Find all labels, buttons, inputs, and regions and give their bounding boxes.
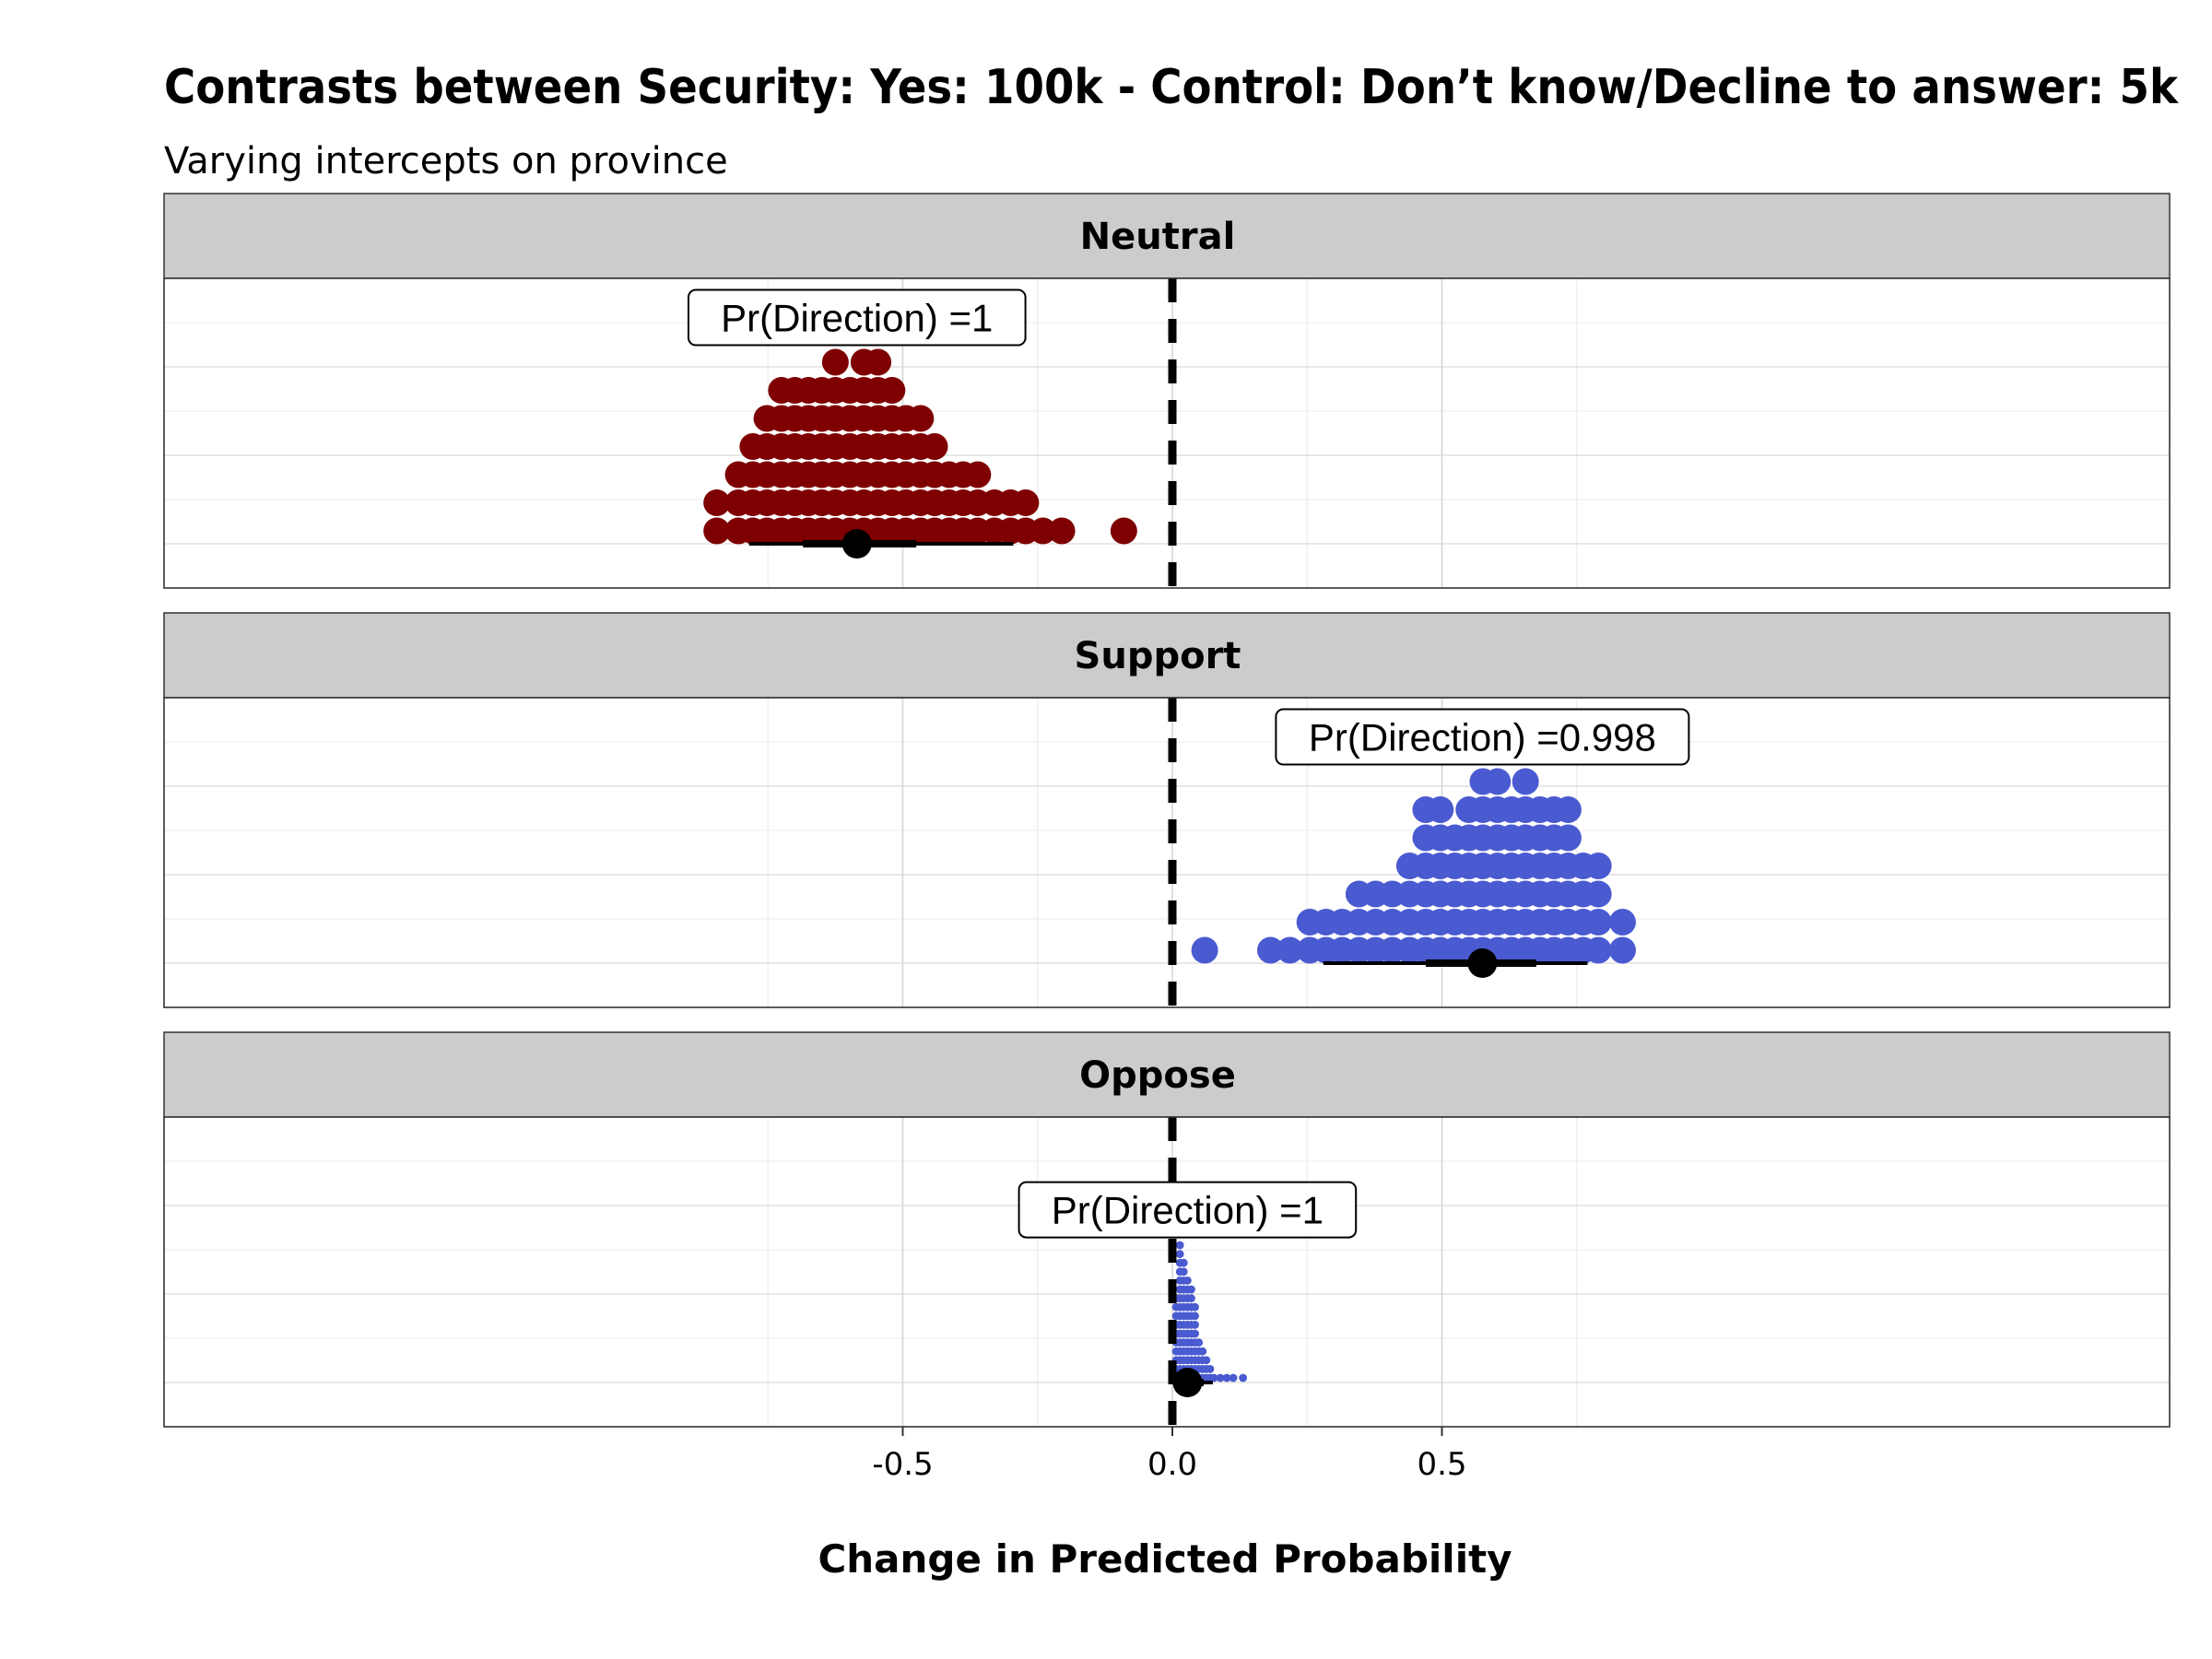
pr-direction-label: Pr(Direction) =1 bbox=[721, 297, 993, 340]
dot-mark bbox=[703, 489, 731, 516]
pr-direction-label-box bbox=[687, 288, 1027, 347]
dot-mark bbox=[703, 517, 731, 545]
dot-mark bbox=[1191, 1312, 1199, 1321]
dot-mark bbox=[907, 405, 935, 432]
median-point bbox=[1467, 948, 1498, 978]
dot-mark bbox=[1191, 1302, 1199, 1312]
dot-mark bbox=[1182, 1277, 1192, 1285]
dot-mark bbox=[1222, 1373, 1231, 1382]
facet-strip-label: Neutral bbox=[1080, 216, 1236, 258]
facet-strip-label: Support bbox=[1075, 635, 1241, 677]
dot-mark bbox=[1427, 796, 1454, 823]
dot-mark bbox=[1110, 517, 1137, 545]
facet-panels: Neutral Pr(Direction) =1 Support Pr(Directi… bbox=[163, 193, 2171, 1428]
panel-border bbox=[163, 277, 2171, 589]
facet-strip bbox=[163, 1031, 2171, 1118]
median-point bbox=[841, 529, 872, 559]
dot-mark bbox=[1209, 1373, 1218, 1382]
dot-mark bbox=[1187, 1285, 1195, 1294]
dot-mark bbox=[1012, 489, 1040, 516]
dot-mark bbox=[1584, 936, 1612, 964]
pr-direction-label: Pr(Direction) =0.998 bbox=[1309, 716, 1656, 759]
median-point bbox=[1172, 1368, 1203, 1397]
facet-oppose: Oppose Pr(Direction) =1 bbox=[163, 1031, 2171, 1428]
dot-mark bbox=[1206, 1365, 1215, 1373]
dot-mark bbox=[1187, 1294, 1195, 1302]
x-tick-label: 0.0 bbox=[1147, 1446, 1197, 1483]
dot-mark bbox=[1608, 909, 1636, 935]
dot-mark bbox=[865, 348, 892, 376]
facet-neutral: Neutral Pr(Direction) =1 bbox=[163, 193, 2171, 589]
pr-direction-label-box bbox=[1275, 708, 1690, 766]
dot-mark bbox=[1175, 1250, 1184, 1258]
facet-strip-label: Oppose bbox=[1079, 1054, 1236, 1097]
dot-mark bbox=[1030, 517, 1057, 545]
panel-background bbox=[164, 698, 2170, 1007]
panel-background bbox=[164, 1117, 2170, 1427]
dot-mark bbox=[1191, 1329, 1199, 1338]
dot-mark bbox=[1239, 1373, 1248, 1382]
dot-mark bbox=[1198, 1347, 1207, 1356]
x-axis: -0.5 0.0 0.5 bbox=[872, 1427, 1467, 1483]
dot-mark bbox=[878, 377, 906, 404]
pr-direction-label-box bbox=[1018, 1181, 1358, 1239]
dot-mark bbox=[1277, 936, 1304, 964]
dot-mark bbox=[1175, 1241, 1184, 1250]
dot-mark bbox=[1179, 1258, 1188, 1267]
chart-title: Contrasts between Security: Yes: 100k - … bbox=[164, 60, 2179, 115]
dot-mark bbox=[1512, 768, 1539, 795]
pr-direction-label: Pr(Direction) =1 bbox=[1052, 1189, 1324, 1232]
chart-subtitle: Varying intercepts on province bbox=[164, 140, 728, 182]
dot-mark bbox=[921, 433, 948, 460]
dot-mark bbox=[1484, 768, 1512, 795]
dot-mark bbox=[1554, 796, 1582, 823]
dot-mark bbox=[821, 348, 849, 376]
facet-strip bbox=[163, 193, 2171, 279]
x-axis-title: Change in Predicted Probability bbox=[818, 1536, 1512, 1582]
panel-border bbox=[163, 1116, 2171, 1428]
dot-mark bbox=[1584, 880, 1612, 908]
dot-mark bbox=[1179, 1267, 1188, 1277]
dot-mark bbox=[1191, 1321, 1199, 1329]
dot-mark bbox=[1554, 824, 1582, 852]
dot-mark bbox=[1191, 936, 1218, 964]
dot-mark bbox=[1048, 517, 1076, 545]
x-tick-label: -0.5 bbox=[872, 1446, 933, 1483]
dot-mark bbox=[1194, 1338, 1204, 1347]
dot-mark bbox=[1216, 1373, 1225, 1382]
facet-support: Support Pr(Direction) =0.998 bbox=[163, 612, 2171, 1008]
dot-mark bbox=[1584, 853, 1612, 879]
dot-mark bbox=[1229, 1373, 1238, 1382]
dot-mark bbox=[1256, 936, 1284, 964]
dot-mark bbox=[964, 461, 992, 488]
panel-border bbox=[163, 697, 2171, 1008]
dot-mark bbox=[1202, 1356, 1211, 1365]
panel-background bbox=[164, 278, 2170, 588]
facet-strip bbox=[163, 612, 2171, 699]
dot-mark bbox=[1608, 936, 1636, 964]
dot-mark bbox=[1584, 909, 1612, 935]
x-tick-label: 0.5 bbox=[1417, 1446, 1466, 1483]
